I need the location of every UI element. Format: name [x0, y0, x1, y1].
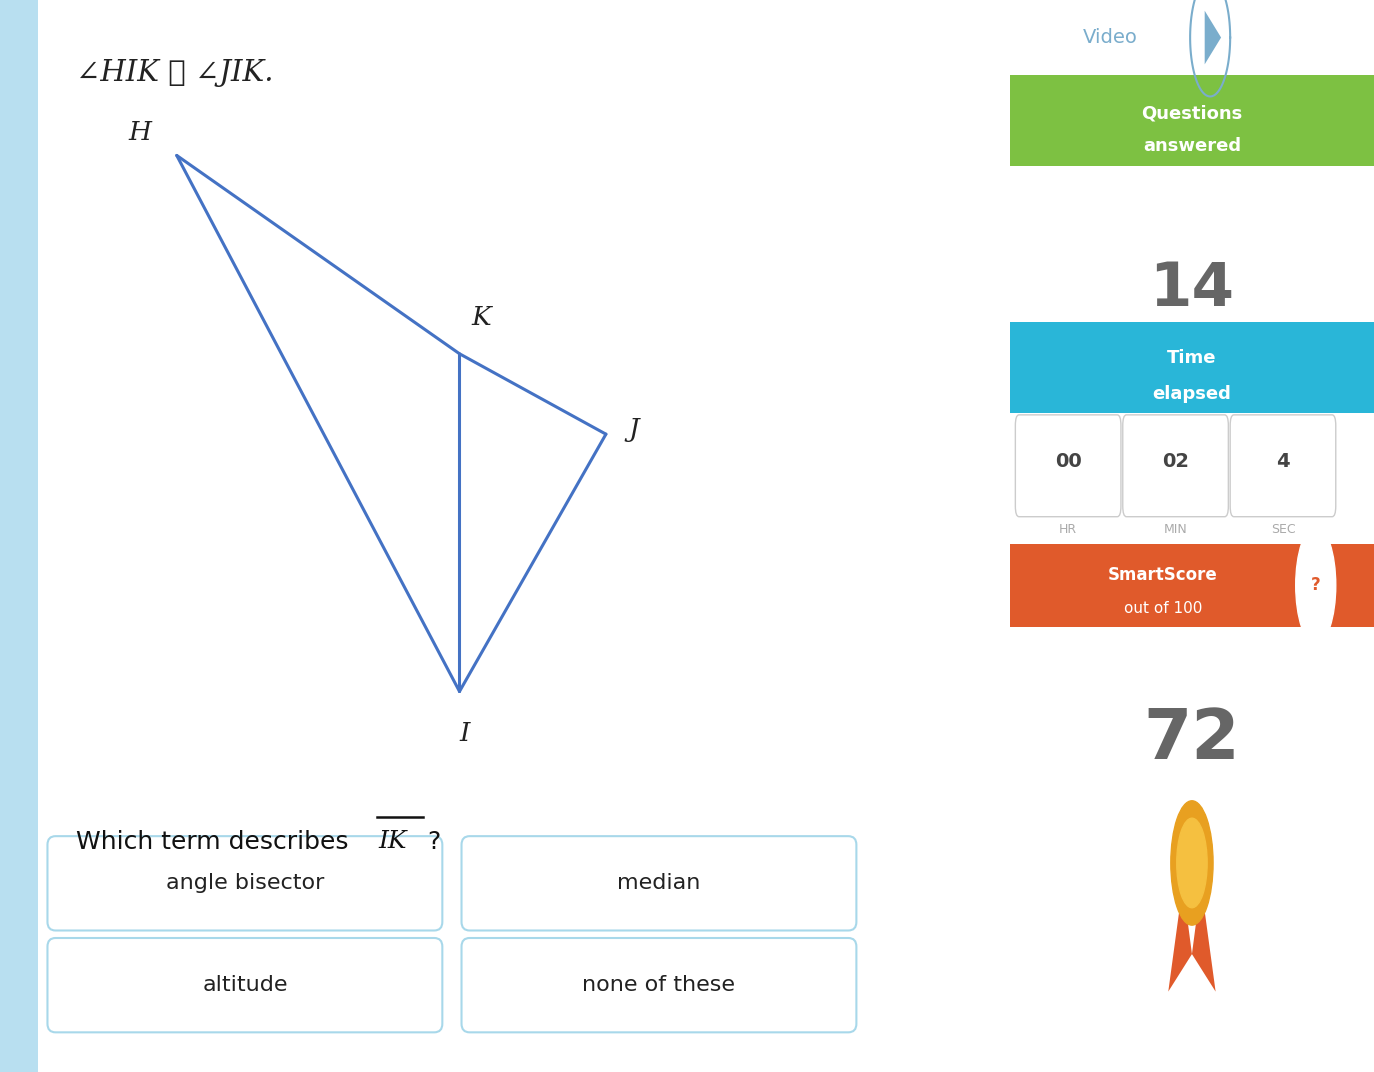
FancyBboxPatch shape [1010, 0, 1374, 75]
Text: elapsed: elapsed [1153, 386, 1231, 403]
Text: angle bisector: angle bisector [166, 874, 324, 893]
Circle shape [1171, 801, 1213, 925]
Circle shape [1296, 526, 1336, 644]
Text: 72: 72 [1143, 706, 1241, 773]
Text: H: H [129, 120, 151, 145]
Polygon shape [1168, 884, 1193, 992]
FancyBboxPatch shape [0, 0, 38, 1072]
FancyBboxPatch shape [1010, 75, 1374, 166]
Text: ?: ? [427, 830, 441, 853]
FancyBboxPatch shape [1230, 415, 1336, 517]
Text: MIN: MIN [1164, 523, 1187, 536]
Text: J: J [628, 417, 639, 443]
Text: ∠HIK ≅ ∠JIK.: ∠HIK ≅ ∠JIK. [76, 59, 273, 87]
FancyBboxPatch shape [48, 938, 442, 1032]
Text: altitude: altitude [202, 976, 287, 995]
Polygon shape [1205, 11, 1221, 64]
Text: none of these: none of these [583, 976, 735, 995]
FancyBboxPatch shape [1010, 322, 1374, 413]
Text: Video: Video [1083, 28, 1138, 47]
Text: 14: 14 [1150, 259, 1234, 319]
Text: Which term describes: Which term describes [76, 830, 356, 853]
FancyBboxPatch shape [1123, 415, 1228, 517]
Text: Questions: Questions [1142, 104, 1242, 122]
Text: ?: ? [1311, 577, 1320, 594]
Text: K: K [471, 306, 492, 330]
Text: 02: 02 [1162, 452, 1189, 472]
FancyBboxPatch shape [1010, 544, 1374, 627]
Text: I: I [459, 721, 470, 746]
Text: Time: Time [1167, 349, 1217, 367]
Text: IK: IK [379, 830, 407, 853]
Text: median: median [617, 874, 701, 893]
Text: HR: HR [1059, 523, 1077, 536]
FancyBboxPatch shape [48, 836, 442, 930]
Text: SmartScore: SmartScore [1107, 566, 1217, 584]
FancyBboxPatch shape [462, 938, 856, 1032]
Circle shape [1176, 818, 1208, 908]
FancyBboxPatch shape [462, 836, 856, 930]
Text: SEC: SEC [1271, 523, 1296, 536]
Text: answered: answered [1143, 137, 1241, 155]
Text: 4: 4 [1276, 452, 1290, 472]
Text: out of 100: out of 100 [1124, 601, 1202, 616]
Text: 00: 00 [1055, 452, 1081, 472]
FancyBboxPatch shape [1015, 415, 1121, 517]
Polygon shape [1193, 884, 1216, 992]
